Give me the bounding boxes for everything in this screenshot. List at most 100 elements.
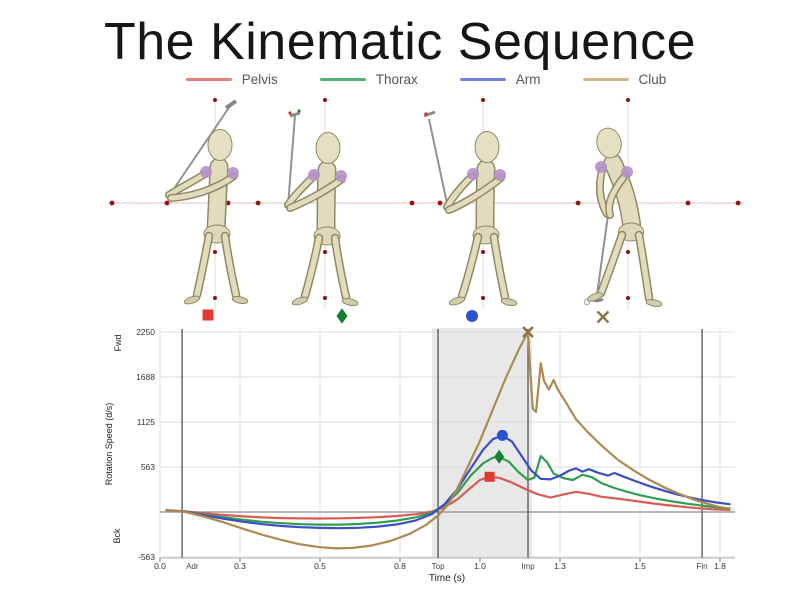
- calibration-dot: [481, 98, 485, 102]
- calibration-dot: [255, 200, 261, 206]
- left-arm: [444, 173, 475, 210]
- y-axis-bottom-label: Bck: [112, 528, 122, 544]
- x-axis-title: Time (s): [429, 573, 465, 584]
- y-tick-label: 1688: [136, 372, 155, 382]
- right-arm: [168, 173, 237, 201]
- downswing-highlight-band: [432, 328, 533, 558]
- y-tick-label: 1125: [137, 417, 156, 427]
- y-axis-label: Rotation Speed (d/s): [104, 403, 114, 486]
- y-tick-label: -563: [138, 552, 155, 562]
- legend-label: Pelvis: [241, 72, 278, 87]
- right-leg: [332, 235, 349, 300]
- phase-marker-square: [202, 309, 214, 321]
- calibration-dot: [213, 250, 217, 254]
- calibration-dot: [213, 98, 217, 102]
- kinematic-chart: 0.0 0.3 0.5 0.8 1.0 1.3 1.5 1.8 2250 1688 1125 563 -…: [136, 326, 735, 571]
- calibration-dot: [626, 250, 630, 254]
- right-arm: [287, 176, 345, 211]
- calibration-dot: [575, 200, 581, 206]
- x-tick-label: 1.3: [554, 561, 566, 571]
- phase-markers: [202, 308, 610, 324]
- series-line-pelvis: [165, 475, 731, 520]
- mannequin-backswing: [165, 99, 249, 305]
- peak-marker-club: [522, 326, 534, 338]
- legend-label: Club: [638, 72, 667, 87]
- legend-swatch: [319, 77, 366, 82]
- torso: [318, 162, 335, 240]
- club-head: [224, 99, 238, 110]
- shoulder-marker: [308, 169, 320, 181]
- right-arm: [446, 175, 504, 213]
- phase-marker-x: [596, 310, 610, 324]
- calibration-dot: [685, 200, 691, 206]
- shoulder-marker: [467, 168, 479, 180]
- peak-marker-arm: [496, 429, 508, 441]
- right-foot: [341, 297, 359, 307]
- y-tick-label: 2250: [136, 327, 155, 337]
- calibration-dot: [109, 200, 115, 206]
- calibration-dot: [323, 250, 327, 254]
- x-tick-label: 1.5: [634, 561, 646, 571]
- page-title: The Kinematic Sequence: [103, 13, 696, 71]
- event-label-adr: Adr: [186, 562, 199, 571]
- y-tick-label: 563: [141, 462, 155, 472]
- y-axis-top-label: Fwd: [113, 334, 123, 351]
- legend-item-pelvis: Pelvis: [185, 72, 278, 87]
- event-label-top: Top: [432, 562, 445, 571]
- left-foot: [586, 292, 604, 302]
- slide-graphics: 0.0 0.3 0.5 0.8 1.0 1.3 1.5 1.8 2250 1688 1125 563 -…: [104, 96, 744, 584]
- event-label-fin: Fin: [697, 562, 708, 571]
- shoulder-marker: [227, 167, 239, 179]
- calibration-dot: [164, 200, 170, 206]
- legend-label: Thorax: [375, 72, 418, 87]
- right-foot: [645, 299, 663, 307]
- shoulder-marker: [621, 166, 633, 178]
- legend-label: Arm: [515, 72, 541, 87]
- x-tick-label: 1.8: [714, 561, 726, 571]
- right-foot: [500, 297, 518, 307]
- mannequin-transition: [284, 109, 359, 307]
- shoulder-marker: [335, 170, 347, 182]
- mannequin-impact: [583, 127, 663, 307]
- torso: [477, 161, 494, 239]
- shoulder-marker: [494, 169, 506, 181]
- head: [596, 127, 622, 159]
- left-foot: [183, 295, 201, 305]
- calibration-dot: [323, 98, 327, 102]
- left-leg: [194, 233, 212, 298]
- chart-legend: Pelvis Thorax Arm Club: [26, 72, 800, 87]
- right-foot: [231, 295, 249, 305]
- legend-item-thorax: Thorax: [319, 72, 418, 87]
- legend-item-club: Club: [582, 72, 667, 87]
- golf-club: [596, 214, 609, 296]
- peak-marker-thorax: [494, 449, 505, 464]
- x-tick-label: 1.0: [474, 561, 486, 571]
- calibration-dot: [626, 296, 630, 300]
- x-tick-label: 0.0: [154, 561, 166, 571]
- legend-swatch: [185, 77, 232, 82]
- right-leg: [491, 234, 508, 300]
- calibration-dot: [323, 296, 327, 300]
- club-marker-red: [288, 111, 292, 115]
- right-leg: [636, 232, 652, 301]
- head: [207, 129, 233, 161]
- left-leg: [598, 232, 625, 296]
- golf-club: [168, 105, 231, 197]
- mannequin-downswing: [423, 110, 518, 307]
- golf-club: [287, 114, 296, 207]
- legend-item-arm: Arm: [459, 72, 541, 87]
- club-marker-green: [297, 109, 301, 113]
- torso: [605, 155, 640, 236]
- series-line-arm: [165, 434, 731, 530]
- calibration-dot: [437, 200, 443, 206]
- x-tick-label: 0.5: [314, 561, 326, 571]
- club-head: [289, 111, 301, 118]
- legend-swatch: [582, 77, 629, 82]
- left-leg: [459, 234, 481, 299]
- series-line-thorax: [165, 454, 731, 526]
- right-arm: [606, 174, 627, 218]
- calibration-dot: [735, 200, 741, 206]
- golf-club: [428, 118, 449, 209]
- right-leg: [222, 233, 239, 298]
- peak-marker-pelvis: [484, 471, 495, 482]
